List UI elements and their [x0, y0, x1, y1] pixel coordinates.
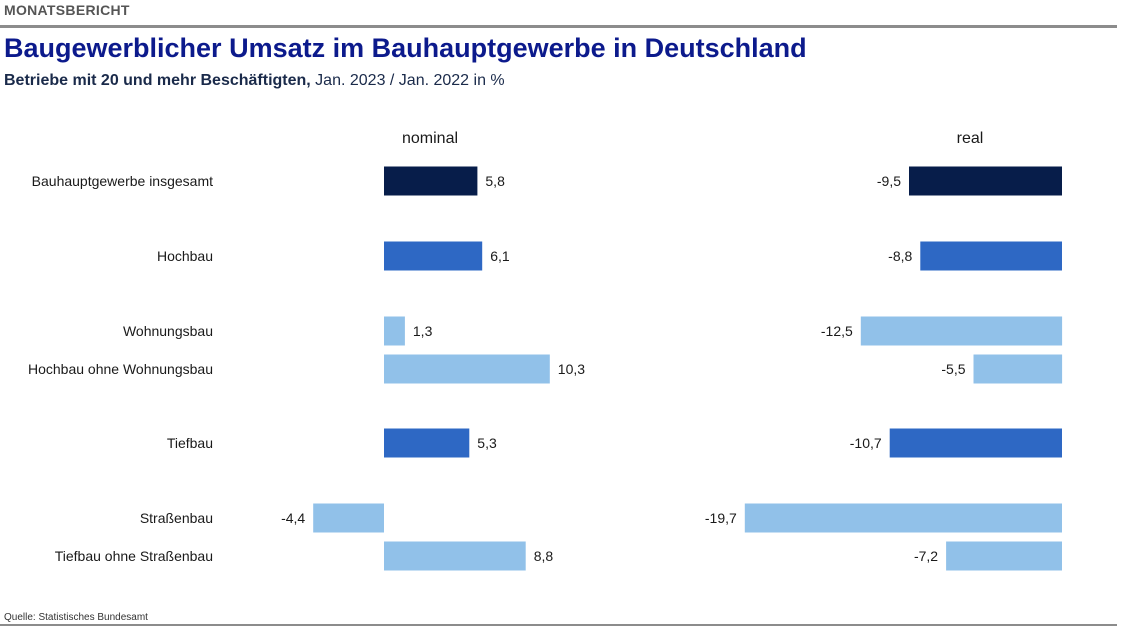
data-label: -10,7 — [850, 435, 882, 451]
category-label: Tiefbau ohne Straßenbau — [55, 548, 213, 564]
bar — [384, 241, 483, 271]
bar — [860, 316, 1063, 346]
subtitle-bold: Betriebe mit 20 und mehr Beschäftigten, — [4, 72, 311, 89]
category-label: Hochbau — [157, 248, 213, 264]
category-label: Tiefbau — [167, 435, 213, 451]
chart-title: Baugewerblicher Umsatz im Bauhauptgewerb… — [4, 33, 807, 63]
series-header: nominal — [402, 130, 458, 147]
category-label: Hochbau ohne Wohnungsbau — [28, 361, 213, 377]
bar — [384, 316, 405, 346]
data-label: -4,4 — [281, 510, 305, 526]
data-label: -19,7 — [705, 510, 737, 526]
bar — [946, 541, 1062, 571]
data-label: 1,3 — [413, 323, 433, 339]
bottom-divider — [0, 624, 1117, 626]
bar — [384, 428, 470, 458]
data-label: 10,3 — [558, 361, 585, 377]
data-label: -12,5 — [821, 323, 853, 339]
data-label: -8,8 — [888, 248, 912, 264]
bar — [889, 428, 1062, 458]
data-label: 5,3 — [477, 435, 497, 451]
bar — [384, 354, 550, 384]
category-label: Straßenbau — [140, 510, 213, 526]
data-label: 8,8 — [534, 548, 554, 564]
bar — [384, 541, 526, 571]
top-divider — [0, 25, 1117, 28]
bar — [313, 503, 384, 533]
data-label: -9,5 — [877, 173, 901, 189]
chart-subtitle: Betriebe mit 20 und mehr Beschäftigten, … — [4, 72, 505, 90]
bar — [384, 166, 478, 196]
source-note: Quelle: Statistisches Bundesamt — [4, 612, 148, 623]
report-kicker: MONATSBERICHT — [4, 2, 130, 18]
bar — [973, 354, 1063, 384]
bar — [909, 166, 1062, 196]
data-label: -7,2 — [914, 548, 938, 564]
bar — [920, 241, 1062, 271]
data-label: 5,8 — [485, 173, 505, 189]
series-header: real — [957, 130, 984, 147]
subtitle-rest: Jan. 2023 / Jan. 2022 in % — [310, 72, 505, 89]
data-label: 6,1 — [490, 248, 510, 264]
bar — [744, 503, 1062, 533]
data-label: -5,5 — [941, 361, 965, 377]
category-label: Bauhauptgewerbe insgesamt — [32, 173, 213, 189]
category-label: Wohnungsbau — [123, 323, 213, 339]
